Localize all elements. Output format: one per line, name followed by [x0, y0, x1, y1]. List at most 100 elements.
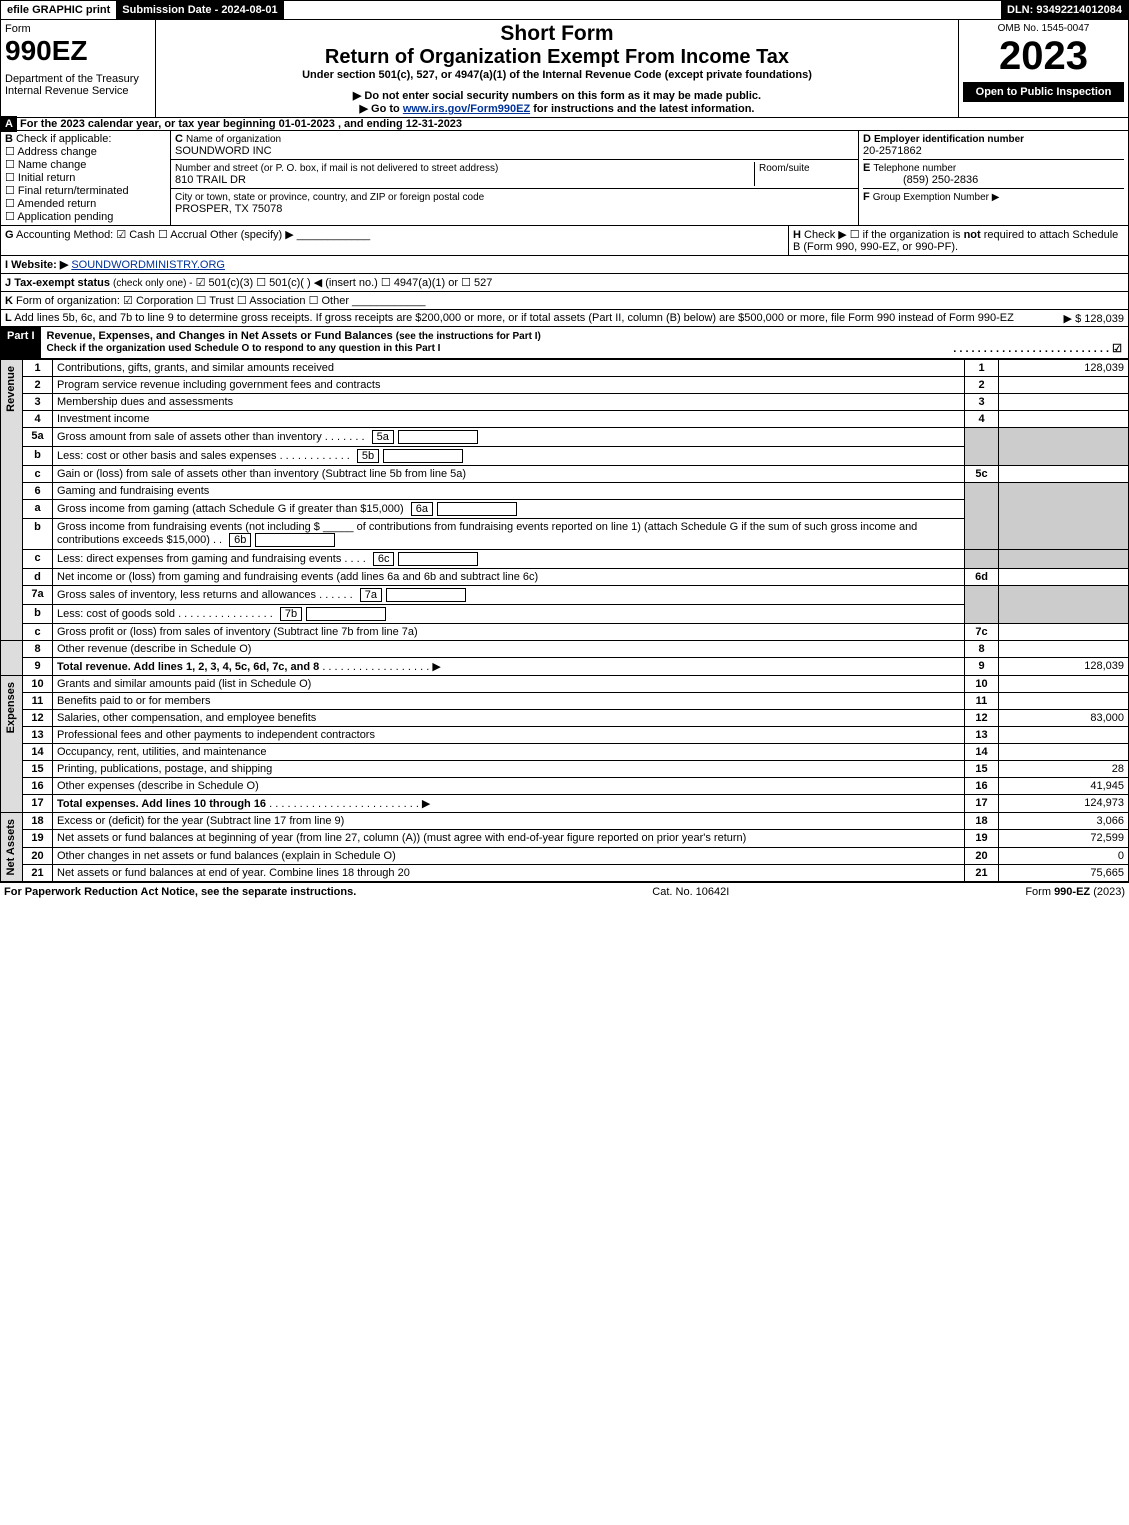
- website-link[interactable]: SOUNDWORDMINISTRY.ORG: [71, 259, 225, 271]
- c-street-label: Number and street (or P. O. box, if mail…: [175, 163, 498, 174]
- section-gh: G Accounting Method: Cash Accrual Other …: [0, 226, 1129, 256]
- line-7a-text: Gross sales of inventory, less returns a…: [57, 589, 316, 601]
- footer-form-word: Form: [1025, 886, 1054, 898]
- sub-6c: 6c: [373, 552, 395, 566]
- chk-527[interactable]: 527: [461, 277, 492, 289]
- line-9-text: Total revenue. Add lines 1, 2, 3, 4, 5c,…: [57, 661, 319, 673]
- col-13: 13: [965, 727, 999, 744]
- g-other: Other (specify) ▶: [210, 229, 294, 241]
- omb-number: OMB No. 1545-0047: [963, 23, 1124, 34]
- page-footer: For Paperwork Reduction Act Notice, see …: [0, 882, 1129, 901]
- goto-link[interactable]: www.irs.gov/Form990EZ: [403, 103, 530, 115]
- h-not: not: [964, 229, 981, 241]
- line-1-desc: Contributions, gifts, grants, and simila…: [53, 360, 965, 377]
- ln-6a: a: [23, 500, 53, 519]
- col-7c: 7c: [965, 624, 999, 641]
- line-14-desc: Occupancy, rent, utilities, and maintena…: [53, 744, 965, 761]
- chk-application-pending[interactable]: Application pending: [5, 211, 113, 223]
- line-5b-text: Less: cost or other basis and sales expe…: [57, 450, 277, 462]
- line-6-desc: Gaming and fundraising events: [53, 483, 965, 500]
- line-4-desc: Investment income: [53, 411, 965, 428]
- chk-501c[interactable]: 501(c)( ) ◀ (insert no.): [256, 277, 378, 289]
- line-12-desc: Salaries, other compensation, and employ…: [53, 710, 965, 727]
- footer-catno: Cat. No. 10642I: [652, 886, 729, 898]
- tel-value: (859) 250-2836: [863, 174, 978, 186]
- room-suite-label: Room/suite: [759, 163, 810, 174]
- ln-16: 16: [23, 778, 53, 795]
- chk-name-change[interactable]: Name change: [5, 159, 86, 171]
- col-8: 8: [965, 641, 999, 658]
- amt-5c: [999, 466, 1129, 483]
- ln-21: 21: [23, 865, 53, 882]
- ssn-warning: ▶ Do not enter social security numbers o…: [160, 89, 954, 102]
- chk-final-return[interactable]: Final return/terminated: [5, 185, 129, 197]
- goto-pre: ▶ Go to: [360, 103, 403, 115]
- line-6b-text1: Gross income from fundraising events (no…: [57, 521, 320, 533]
- col-4: 4: [965, 411, 999, 428]
- j-label: Tax-exempt status: [14, 277, 110, 289]
- col-10: 10: [965, 676, 999, 693]
- line-13-desc: Professional fees and other payments to …: [53, 727, 965, 744]
- form-number: 990EZ: [5, 35, 151, 67]
- ln-18: 18: [23, 813, 53, 830]
- col-16: 16: [965, 778, 999, 795]
- part-i-header: Part I Revenue, Expenses, and Changes in…: [0, 327, 1129, 359]
- form-header: Form 990EZ Department of the Treasury In…: [0, 20, 1129, 118]
- org-street: 810 TRAIL DR: [175, 174, 246, 186]
- form-word: Form: [5, 23, 151, 35]
- ln-5c: c: [23, 466, 53, 483]
- chk-corporation[interactable]: Corporation: [123, 295, 193, 307]
- chk-4947[interactable]: 4947(a)(1) or: [381, 277, 458, 289]
- line-20-desc: Other changes in net assets or fund bala…: [53, 847, 965, 864]
- top-bar: efile GRAPHIC print Submission Date - 20…: [0, 0, 1129, 20]
- ln-5a: 5a: [23, 428, 53, 447]
- amt-18: 3,066: [999, 813, 1129, 830]
- vlabel-expenses: Expenses: [5, 678, 17, 737]
- ln-13: 13: [23, 727, 53, 744]
- amt-7c: [999, 624, 1129, 641]
- col-14: 14: [965, 744, 999, 761]
- line-6c-desc: Less: direct expenses from gaming and fu…: [53, 550, 965, 569]
- line-15-desc: Printing, publications, postage, and shi…: [53, 761, 965, 778]
- chk-amended-return[interactable]: Amended return: [5, 198, 96, 210]
- col-1: 1: [965, 360, 999, 377]
- chk-association[interactable]: Association: [237, 295, 306, 307]
- section-h: H Check ▶ ☐ if the organization is not r…: [788, 226, 1128, 255]
- col-12: 12: [965, 710, 999, 727]
- chk-trust[interactable]: Trust: [196, 295, 233, 307]
- shade-5: [965, 428, 999, 466]
- chk-address-change[interactable]: Address change: [5, 146, 97, 158]
- line-7c-desc: Gross profit or (loss) from sales of inv…: [53, 624, 965, 641]
- line-7b-text: Less: cost of goods sold: [57, 608, 175, 620]
- ln-6b: b: [23, 519, 53, 550]
- chk-accrual[interactable]: Accrual: [158, 229, 207, 241]
- col-9: 9: [965, 658, 999, 676]
- col-6d: 6d: [965, 569, 999, 586]
- letter-b: B: [5, 133, 13, 145]
- chk-initial-return[interactable]: Initial return: [5, 172, 75, 184]
- section-a: A For the 2023 calendar year, or tax yea…: [0, 118, 1129, 131]
- line-18-desc: Excess or (deficit) for the year (Subtra…: [53, 813, 965, 830]
- l-text: Add lines 5b, 6c, and 7b to line 9 to de…: [14, 312, 1014, 324]
- chk-501c3[interactable]: 501(c)(3): [196, 277, 254, 289]
- part-i-title: Revenue, Expenses, and Changes in Net As…: [47, 330, 393, 342]
- chk-other[interactable]: Other: [309, 295, 349, 307]
- amt-16: 41,945: [999, 778, 1129, 795]
- chk-cash[interactable]: Cash: [116, 229, 155, 241]
- tax-year: 2023: [963, 34, 1124, 79]
- open-inspection: Open to Public Inspection: [963, 82, 1124, 102]
- amt-13: [999, 727, 1129, 744]
- amt-4: [999, 411, 1129, 428]
- shade-6c: [965, 550, 999, 569]
- sub-6a: 6a: [411, 502, 433, 516]
- efile-label: efile GRAPHIC print: [1, 1, 116, 19]
- shade-6-amt: [999, 483, 1129, 550]
- ln-1: 1: [23, 360, 53, 377]
- amt-12: 83,000: [999, 710, 1129, 727]
- shade-7: [965, 586, 999, 624]
- ln-12: 12: [23, 710, 53, 727]
- col-3: 3: [965, 394, 999, 411]
- ln-6: 6: [23, 483, 53, 500]
- amt-21: 75,665: [999, 865, 1129, 882]
- header-right: OMB No. 1545-0047 2023 Open to Public In…: [958, 20, 1128, 117]
